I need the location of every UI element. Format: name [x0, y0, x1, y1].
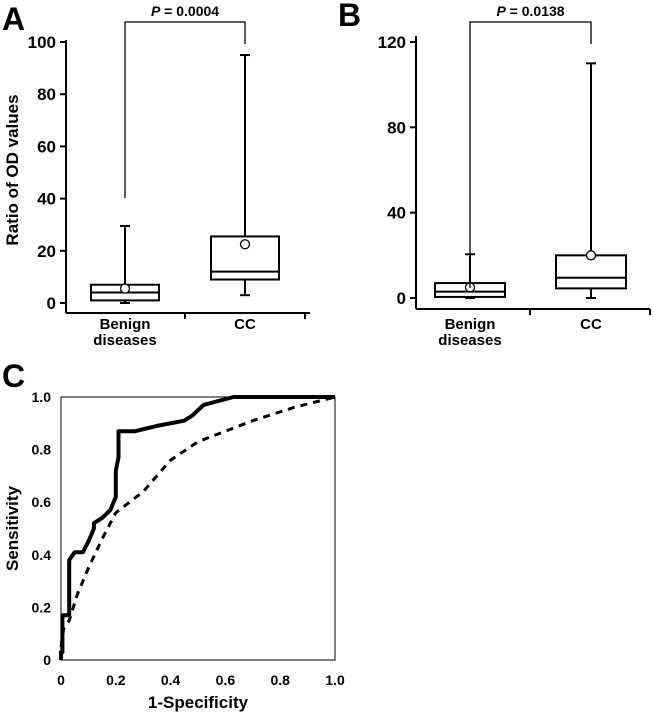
y-tick-label: 20	[37, 242, 56, 261]
y-tick-label: 40	[387, 204, 406, 223]
y-tick-label: 60	[37, 137, 56, 156]
y-tick-label: 0.6	[32, 494, 52, 510]
y-tick-label: 1.0	[32, 389, 52, 405]
mean-marker	[585, 250, 597, 261]
y-axis-title: Sensitivity	[3, 485, 22, 571]
mean-marker	[119, 283, 131, 294]
category-label: Benign	[100, 316, 151, 333]
y-tick-label: 0	[43, 652, 51, 668]
category-label: CC	[234, 316, 256, 333]
roc-curve-dashed	[59, 395, 336, 648]
significance-bracket	[124, 21, 246, 198]
roc-curve-solid	[59, 395, 335, 660]
category-label: diseases	[93, 332, 156, 349]
panel-label-a: A	[2, 1, 25, 37]
x-tick-label: 0.4	[161, 672, 181, 688]
category-label: Benign	[445, 316, 496, 333]
roc-plot-c: 0 0.2 0.4 0.6 0.8 1.0 0 0.2 0.4 0.6 0.8 1.0 1-Specif…	[3, 389, 345, 712]
x-tick-label: 0.6	[216, 672, 236, 688]
y-tick-label: 0.8	[32, 442, 52, 458]
y-axis-title: Ratio of OD values	[3, 94, 22, 245]
y-tick-label: 80	[387, 118, 406, 137]
y-tick-label: 40	[37, 190, 56, 209]
y-tick-label: 0.2	[32, 599, 52, 615]
p-value-label: P = 0.0004	[151, 3, 219, 19]
x-tick-label: 0.8	[270, 672, 290, 688]
x-tick-label: 0.2	[106, 672, 126, 688]
panel-label-b: B	[338, 0, 361, 33]
x-tick-label: 0	[57, 672, 65, 688]
y-tick-label: 0.4	[32, 547, 52, 563]
x-axis-title: 1-Specificity	[148, 693, 249, 712]
box	[555, 254, 627, 290]
p-value-label: P = 0.0138	[496, 3, 564, 19]
mean-marker	[239, 239, 251, 250]
category-label: CC	[580, 316, 602, 333]
x-tick-label: 1.0	[325, 672, 345, 688]
significance-bracket	[469, 21, 592, 288]
y-tick-label: 100	[28, 33, 56, 52]
plot-frame	[60, 396, 336, 661]
y-tick-label: 0	[397, 289, 406, 308]
category-label: diseases	[438, 332, 501, 349]
panel-label-c: C	[2, 358, 25, 394]
y-tick-label: 0	[47, 294, 56, 313]
y-tick-label: 120	[378, 33, 406, 52]
y-tick-label: 80	[37, 85, 56, 104]
